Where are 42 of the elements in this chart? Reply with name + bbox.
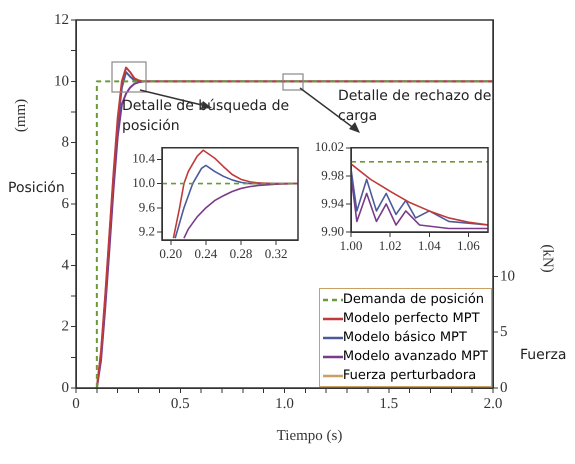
y-tick-label: 10.4 xyxy=(132,150,156,166)
legend-label: Fuerza perturbadora xyxy=(342,367,476,385)
x-tick-label: 1.5 xyxy=(379,396,398,412)
y-tick-label: 9.94 xyxy=(321,195,344,210)
y-tick-label: 0 xyxy=(62,380,69,396)
x-tick-label: 1.04 xyxy=(418,238,442,254)
y2-axis-title: (kN) xyxy=(538,244,556,272)
text: Posición xyxy=(8,179,65,198)
x-axis-title: Tiempo (s) xyxy=(276,428,342,444)
y-tick-label: 6 xyxy=(62,196,70,212)
y2-tick-label: 10 xyxy=(500,268,515,284)
y2-tick-label: 5 xyxy=(500,324,508,340)
x-tick-label: 1.00 xyxy=(340,238,362,254)
x-tick-label: 2.0 xyxy=(484,396,502,412)
y-tick-label: 10.0 xyxy=(132,175,155,190)
y-tick-label: 9.2 xyxy=(138,224,155,239)
legend-label: Modelo básico MPT xyxy=(342,329,467,347)
x-tick-label: 1.0 xyxy=(275,396,294,412)
annotation: Detalle de rechazo de carga xyxy=(338,87,492,126)
legend-label: Modelo avanzado MPT xyxy=(342,348,488,366)
y-tick-label: 8 xyxy=(62,134,69,151)
x-tick-label: 0.5 xyxy=(170,396,190,412)
y2-tick-label: 0 xyxy=(500,380,508,396)
text: Fuerza xyxy=(520,346,566,365)
x-tick-label: 0.20 xyxy=(159,246,182,262)
y-axis-title: (mm) xyxy=(13,98,30,132)
legend-label: Demanda de posición xyxy=(342,291,484,309)
y-tick-label: 12 xyxy=(54,12,69,28)
y-tick-label: 9.98 xyxy=(321,167,344,182)
y-tick-label: 9.6 xyxy=(138,199,156,214)
x-tick-label: 0.32 xyxy=(264,246,288,262)
y-tick-label: 2 xyxy=(62,318,69,335)
y-tick-label: 9.90 xyxy=(321,223,344,238)
x-tick-label: 1.02 xyxy=(378,238,402,254)
legend-label: Modelo perfecto MPT xyxy=(342,310,480,328)
x-tick-label: 0.28 xyxy=(230,246,252,262)
x-tick-label: 1.06 xyxy=(457,238,480,254)
y-tick-label: 4 xyxy=(62,257,70,274)
y-tick-label: 10.02 xyxy=(314,139,344,154)
y-tick-label: 10 xyxy=(54,73,69,90)
x-tick-label: 0.24 xyxy=(194,246,218,262)
x-tick-label: 0 xyxy=(72,396,80,412)
